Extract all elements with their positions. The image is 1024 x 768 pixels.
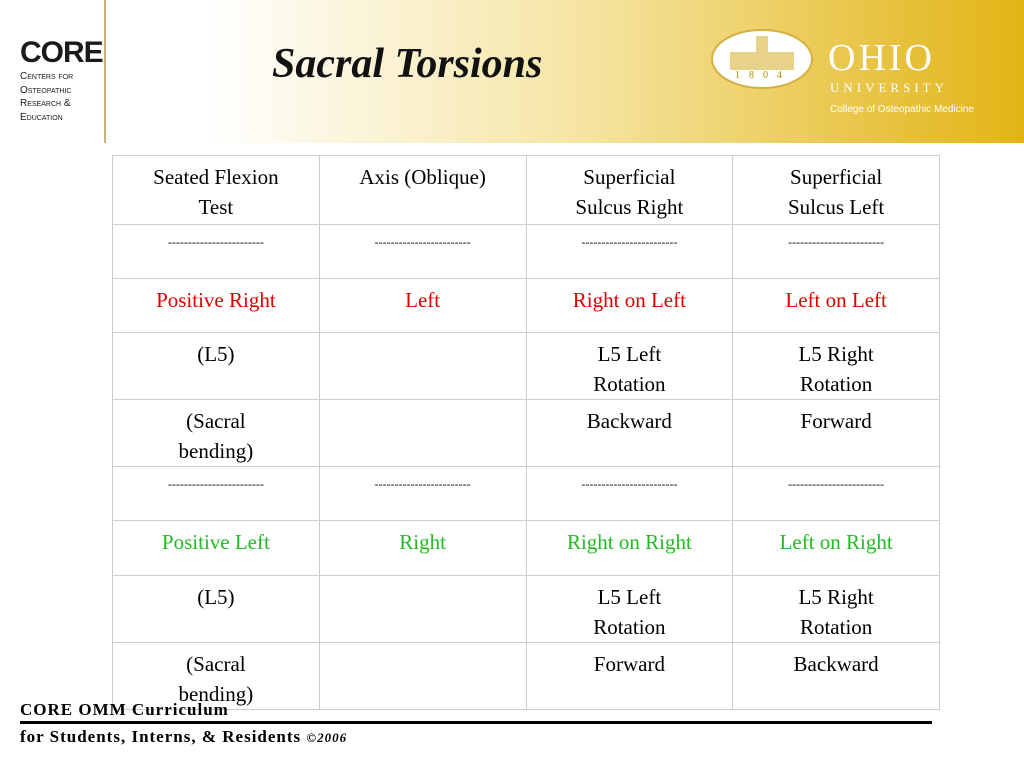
table-cell: ------------------------ [525,466,734,521]
title: Sacral Torsions [272,41,543,87]
footer-line2: for Students, Interns, & Residents ©2006 [20,727,347,747]
table-cell: Right on Left [525,278,734,333]
logo-line: Research & [20,98,71,109]
seal-year: 1804 [735,70,791,81]
table-row: (L5) L5 Left Rotation L5 Right Rotation [112,332,940,400]
ohio-sub: UNIVERSITY [830,80,948,95]
table-cell: ------------------------ [112,466,320,521]
footer-line1: CORE OMM Curriculum [20,700,229,719]
table-cell: Left on Right [732,520,940,576]
logo-line: Osteopathic [20,84,72,96]
copyright: ©2006 [306,730,348,745]
table-cell: L5 Left Rotation [525,575,734,643]
table-cell: (L5) [112,575,320,643]
table-cell: ------------------------ [732,224,940,279]
table-cell [318,332,527,400]
table: Seated Flexion Test Axis (Oblique) Superfi… [112,155,940,710]
table-cell [318,575,527,643]
table-cell: ------------------------ [525,224,734,279]
footer-text: for Students, Interns, & Residents [20,727,302,746]
table-cell: ------------------------ [318,466,527,521]
footer-rule [20,721,932,724]
table-cell: Backward [525,399,734,467]
table-row: Positive Right Left Right on Left Left on L… [112,278,940,333]
table-cell: L5 Right Rotation [732,332,940,400]
table-cell: Right [318,520,527,576]
logo-line: Centers for [20,71,74,82]
table-cell: Superficial Sulcus Left [732,155,940,225]
logo-line: Education [20,111,63,123]
table-cell [318,399,527,467]
table-row: Positive Left Right Right on Right Left on … [112,520,940,576]
college: College of Osteopathic Medicine [830,104,974,115]
table-row: ------------------------ ----------------… [112,224,940,279]
table-cell: L5 Left Rotation [525,332,734,400]
table-cell: Forward [732,399,940,467]
ohio-name: OHIO [828,37,935,79]
table-row: ------------------------ ----------------… [112,466,940,521]
table-cell: (L5) [112,332,320,400]
table-cell: Superficial Sulcus Right [525,155,734,225]
table-cell: Left on Left [732,278,940,333]
table-cell: Right on Right [525,520,734,576]
table-cell: Axis (Oblique) [318,155,527,225]
table-cell: ------------------------ [732,466,940,521]
table-row: Seated Flexion Test Axis (Oblique) Superfi… [112,155,940,225]
table-cell: ------------------------ [112,224,320,279]
table-cell: ------------------------ [318,224,527,279]
table-cell: Left [318,278,527,333]
table-cell: Positive Left [112,520,320,576]
table-row: (Sacral bending) Backward Forward [112,399,940,467]
table-row: (Sacral bending) Forward Backward [112,642,940,710]
table-cell: (Sacral bending) [112,642,320,710]
logo-lines: Centers for Osteopathic Research & Educa… [20,70,73,124]
table-cell: (Sacral bending) [112,399,320,467]
ohio-seal [711,29,813,89]
table-cell: Positive Right [112,278,320,333]
table-row: (L5) L5 Left Rotation L5 Right Rotation [112,575,940,643]
table-cell: Forward [525,642,734,710]
divider [104,0,106,143]
table-cell: Backward [732,642,940,710]
header-band [0,0,1024,143]
table-cell: L5 Right Rotation [732,575,940,643]
logo-name: CORE [20,36,104,69]
table-cell: Seated Flexion Test [112,155,320,225]
table-cell [318,642,527,710]
